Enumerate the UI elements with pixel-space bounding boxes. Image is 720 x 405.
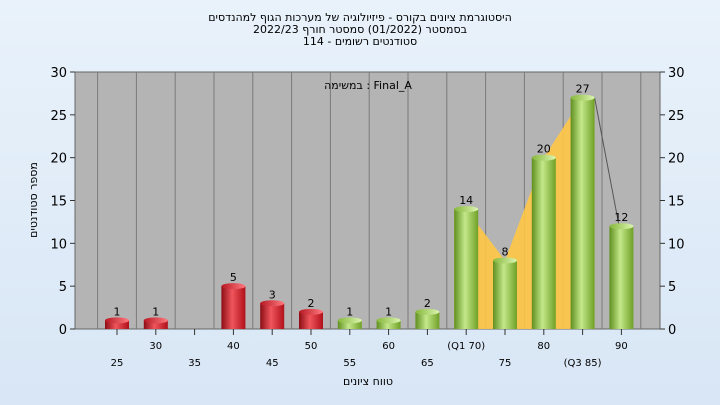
bar-cap — [105, 317, 129, 324]
x-tick-label: (Q3 85) — [564, 358, 602, 369]
x-tick-label: 60 — [382, 341, 395, 352]
y-tick-label: 10 — [50, 237, 67, 252]
y-tick-label: 15 — [50, 195, 67, 210]
bar-cap — [570, 94, 595, 101]
bar-60 — [376, 320, 401, 329]
x-axis-title: טווח ציונים — [343, 375, 393, 388]
bar-Q385 — [570, 97, 595, 329]
bar-cap — [143, 317, 168, 324]
chart-title-line-1: היסטוגרמת ציונים בקורס - פיזיולוגיה של מ… — [208, 11, 512, 24]
bar-cap — [415, 308, 440, 315]
bar-40 — [221, 286, 246, 329]
bar-value-label: 12 — [614, 211, 628, 224]
y-tick-label-right: 25 — [668, 109, 685, 124]
bar-55 — [337, 320, 362, 329]
bar-30 — [143, 320, 168, 329]
y-axis-title: מספר סטודנטים — [27, 162, 40, 238]
bar-value-label: 1 — [152, 305, 159, 318]
y-tick-label-right: 15 — [668, 195, 685, 210]
y-tick-label: 30 — [50, 66, 67, 81]
bar-value-label: 1 — [114, 305, 121, 318]
x-tick-label: 25 — [111, 358, 124, 369]
bar-80 — [531, 157, 556, 329]
y-tick-label: 0 — [59, 323, 67, 338]
bar-50 — [299, 311, 323, 329]
bar-value-label: 1 — [346, 305, 353, 318]
x-tick-label: 45 — [266, 358, 279, 369]
chart-title-line-3: 114 - סטודנטים רשומים — [302, 35, 418, 48]
bar-cap — [454, 206, 479, 213]
bar-value-label: 2 — [308, 297, 315, 310]
bar-75 — [493, 260, 517, 329]
bar-cap — [299, 308, 323, 315]
bar-value-label: 5 — [230, 271, 237, 284]
x-tick-label: 75 — [499, 358, 512, 369]
bar-value-label: 8 — [502, 245, 509, 258]
bar-value-label: 1 — [385, 305, 392, 318]
bar-cap — [376, 317, 401, 324]
y-tick-label-right: 5 — [668, 280, 676, 295]
chart-title-line-2: 2022/23 בסמסטר (01/2022) סמסטר חורף — [253, 23, 467, 36]
bar-cap — [221, 283, 246, 290]
bar-Q170 — [454, 209, 479, 329]
x-tick-label: 65 — [421, 358, 434, 369]
y-tick-label-right: 0 — [668, 323, 676, 338]
y-tick-label: 25 — [50, 109, 67, 124]
x-tick-label: 90 — [615, 341, 628, 352]
bar-cap — [260, 300, 285, 307]
y-tick-label-right: 30 — [668, 66, 685, 81]
iqr-band-area — [454, 97, 595, 329]
bar-value-label: 27 — [576, 83, 590, 96]
y-tick-label: 5 — [59, 280, 67, 295]
bar-45 — [260, 303, 285, 329]
bar-value-label: 20 — [537, 143, 551, 156]
bar-cap — [337, 317, 362, 324]
bar-cap — [493, 257, 517, 264]
x-tick-label: 35 — [188, 358, 201, 369]
x-tick-label: 80 — [537, 341, 550, 352]
bar-cap — [609, 223, 634, 230]
bar-cap — [531, 154, 556, 161]
bar-value-label: 3 — [269, 288, 276, 301]
y-tick-label: 20 — [50, 152, 67, 167]
bar-25 — [105, 320, 129, 329]
annotation-label: במשימה : Final_A — [324, 79, 412, 92]
bar-value-label: 14 — [459, 194, 473, 207]
x-tick-label: 40 — [227, 341, 240, 352]
iqr-band-edge — [594, 97, 622, 239]
bar-90 — [609, 226, 634, 329]
x-tick-label: 55 — [343, 358, 356, 369]
x-tick-label: (Q1 70) — [447, 341, 485, 352]
x-tick-label: 50 — [305, 341, 318, 352]
x-tick-label: 30 — [149, 341, 162, 352]
bar-value-label: 2 — [424, 297, 431, 310]
y-tick-label-right: 20 — [668, 152, 685, 167]
y-tick-label-right: 10 — [668, 237, 685, 252]
bar-65 — [415, 311, 440, 329]
